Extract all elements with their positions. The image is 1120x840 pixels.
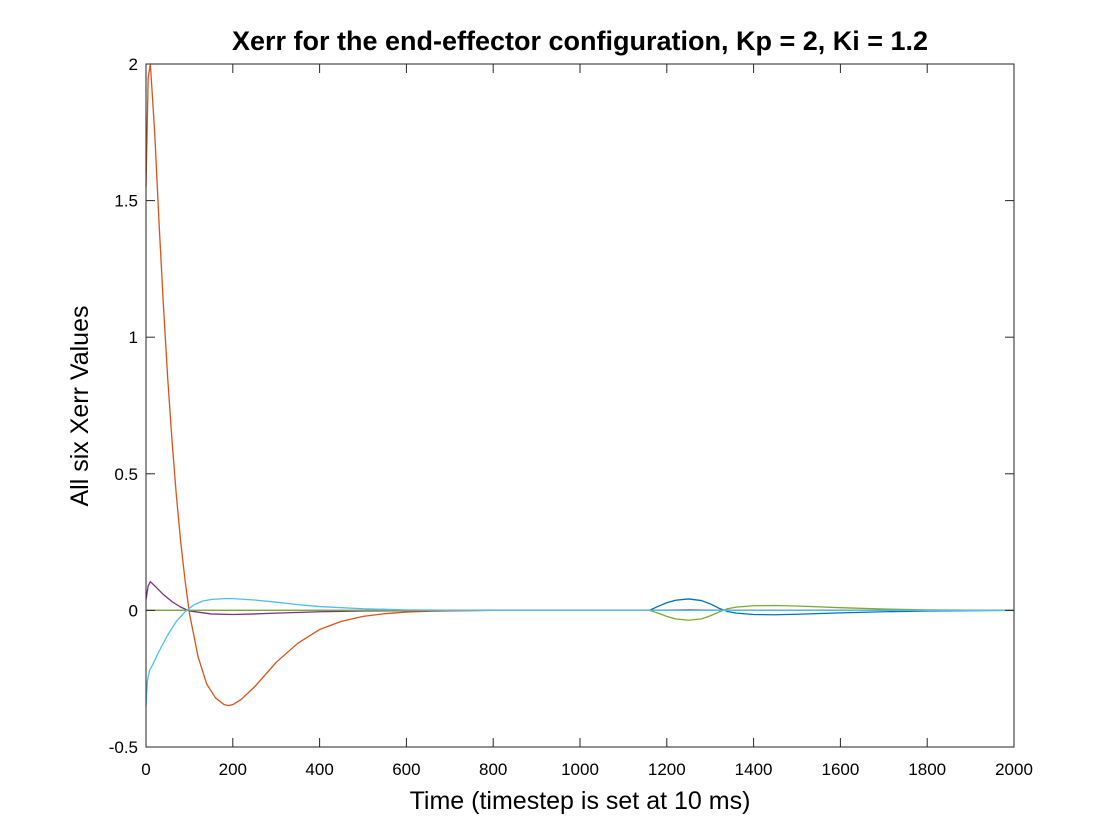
y-axis-label: All six Xerr Values [66,306,94,507]
y-tick-label: 0.5 [114,465,138,484]
y-tick-label: 0 [129,601,138,620]
x-tick-label: 600 [392,760,420,779]
x-tick-label: 1800 [908,760,946,779]
plot-background [146,64,1014,747]
series-line-2 [145,63,1014,707]
x-axis-label: Time (timestep is set at 10 ms) [410,787,751,815]
chart-title: Xerr for the end-effector configuration,… [232,26,928,56]
y-tick-label: 1.5 [114,192,138,211]
y-tick-label: -0.5 [109,738,138,757]
series-layer [145,63,1015,707]
x-tick-label: 400 [305,760,333,779]
y-tick-label: 1 [129,328,138,347]
x-tick-label: 0 [141,760,150,779]
series-line-5 [146,604,1015,621]
y-tick-label: 2 [129,55,138,74]
x-tick-label: 2000 [995,760,1033,779]
x-tick-label: 1400 [735,760,773,779]
x-tick-label: 1200 [648,760,686,779]
axes-layer: 0 200 400 600 800 1000 1200 1400 1600 1800 2000 -0.… [109,55,1033,779]
series-line-6 [145,598,1014,707]
x-tick-label: 800 [479,760,507,779]
x-tick-label: 200 [219,760,247,779]
x-tick-label: 1000 [561,760,599,779]
x-tick-label: 1600 [821,760,859,779]
plot-area [146,64,1014,747]
